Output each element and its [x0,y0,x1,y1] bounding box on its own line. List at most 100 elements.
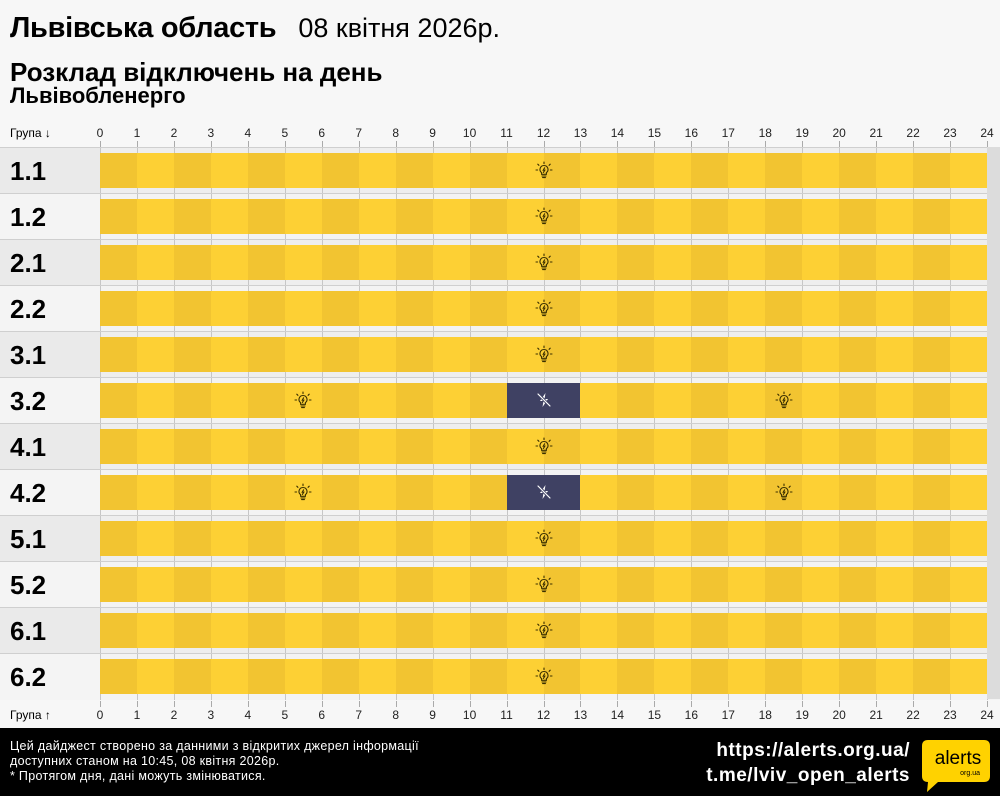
power-on-cell [691,475,729,510]
power-on-cell [580,383,618,418]
power-on-cell [395,245,434,280]
hour-tick-label: 9 [429,708,436,722]
power-on-cell [100,567,138,602]
schedule-grid: 1.1 1.2 2.1 2.2 3.1 3.2 4.1 4.2 5.1 5.2 6.1 6.2 [0,147,1000,700]
lightbulb-icon [534,666,554,686]
power-on-cell [210,383,249,418]
power-on-cell [617,475,655,510]
power-on-cell [136,199,175,234]
hour-tick-label: 12 [536,126,551,140]
tick-mark [876,701,878,707]
power-on-cell [728,337,766,372]
power-on-cell [691,153,729,188]
hour-tick-label: 23 [943,708,957,722]
power-on-cell [358,291,397,326]
group-axis-label: Група ↑ [10,708,51,722]
power-on-cell [284,199,323,234]
tick-mark [173,141,175,147]
hour-tick-label: 1 [133,126,141,140]
power-on-cell [839,383,877,418]
website-link[interactable]: https://alerts.org.ua/ [716,740,910,761]
lightbulb-icon [534,436,554,456]
power-on-cell [691,199,729,234]
hour-tick-label: 10 [462,126,477,140]
schedule-bar [100,153,988,188]
power-on-cell [802,521,840,556]
power-on-cell [173,429,212,464]
schedule-track [100,286,1000,332]
power-on-cell [950,337,988,372]
power-on-cell [432,521,471,556]
schedule-track [100,516,1000,562]
hour-tick-label: 19 [795,126,809,140]
group-row: 6.2 [0,653,1000,700]
group-row: 2.1 [0,239,1000,286]
power-on-cell [839,291,877,326]
power-on-cell [321,291,360,326]
tick-mark [136,141,138,147]
power-on-cell [580,429,618,464]
power-on-cell [100,613,138,648]
tick-mark [987,141,988,147]
hour-tick-label: 21 [869,708,883,722]
power-on-cell [469,245,508,280]
power-on-cell [580,475,618,510]
power-on-cell [136,291,175,326]
power-on-cell [802,383,840,418]
tick-mark [136,701,138,707]
footer-links: https://alerts.org.ua/ t.me/lviv_open_al… [706,738,910,788]
hour-tick-label: 16 [684,708,699,722]
svg-text:alerts: alerts [935,748,981,769]
power-on-cell [728,475,766,510]
hour-tick-label: 8 [392,708,399,722]
power-on-cell [765,199,803,234]
power-on-cell [136,521,175,556]
right-edge-strip [987,147,1000,699]
power-on-cell [876,521,914,556]
lightbulb-icon [774,390,794,410]
power-on-cell [913,613,951,648]
power-on-cell [950,153,988,188]
power-on-cell [506,521,544,556]
power-on-cell [247,429,286,464]
power-on-cell [950,245,988,280]
tick-mark [654,701,656,707]
power-on-cell [432,245,471,280]
tick-mark [173,701,175,707]
power-on-cell [728,659,766,694]
power-on-cell [802,153,840,188]
power-on-cell [210,567,249,602]
power-on-cell [654,153,692,188]
group-row: 6.1 [0,607,1000,654]
group-row: 1.1 [0,147,1000,194]
power-off-icon [534,482,554,502]
power-on-cell [580,613,618,648]
power-on-cell [728,199,766,234]
power-on-cell [617,291,655,326]
power-on-cell [617,659,655,694]
power-on-cell [802,199,840,234]
power-on-cell [691,383,729,418]
power-on-cell [506,659,544,694]
power-on-cell [802,245,840,280]
group-row: 2.2 [0,285,1000,332]
region-title: Львівська область [10,12,277,44]
power-on-cell [580,245,618,280]
hour-tick-label: 22 [906,126,920,140]
power-on-cell [469,291,508,326]
power-on-cell [136,659,175,694]
lightbulb-icon [293,390,313,410]
power-on-cell [321,659,360,694]
power-on-cell [432,291,471,326]
power-on-cell [765,245,803,280]
group-label: 4.1 [0,424,100,470]
power-on-cell [950,383,988,418]
tick-mark [913,701,915,707]
power-on-cell [469,337,508,372]
power-on-cell [395,337,434,372]
tick-mark [876,141,878,147]
lightbulb-icon [534,528,554,548]
telegram-link[interactable]: t.me/lviv_open_alerts [706,765,910,786]
schedule-track [100,562,1000,608]
hour-tick-label: 5 [281,126,289,140]
